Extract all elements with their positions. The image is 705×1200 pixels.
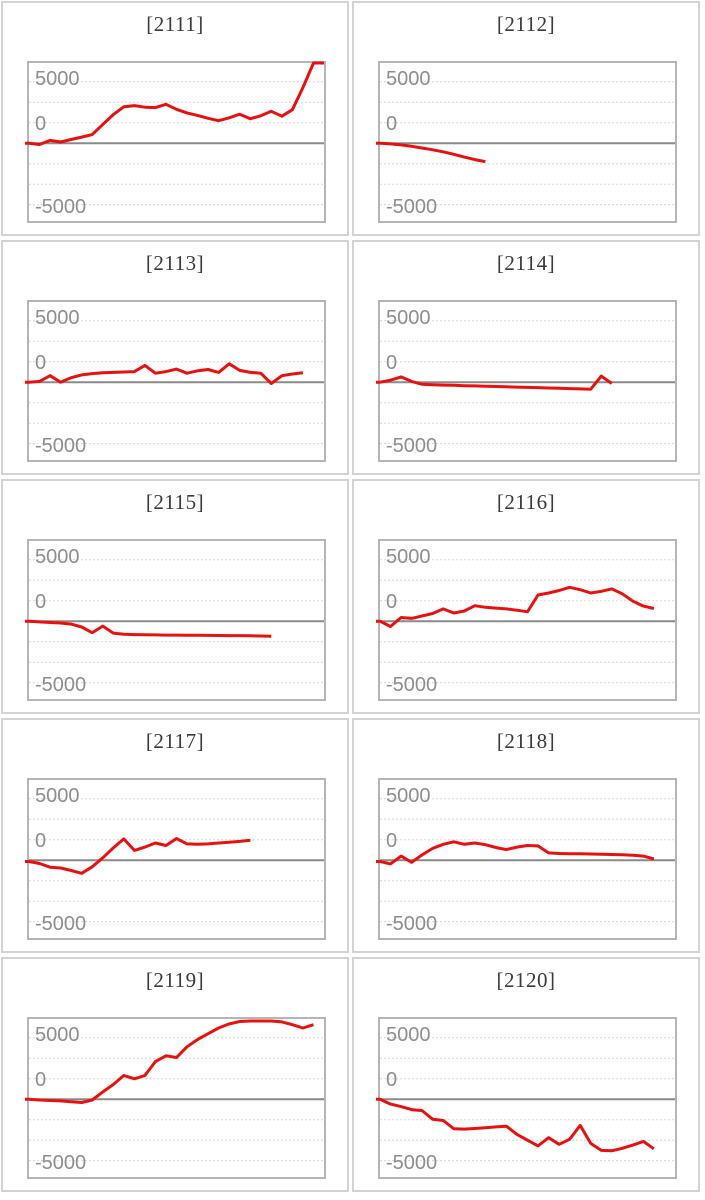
series-line [25,1019,314,1104]
series-line [376,585,655,628]
series-line [25,61,324,146]
chart-title: [2113] [145,251,205,275]
chart-card: [2117] 5000 0 -5000 [1,718,349,953]
y-axis-label-5000: 5000 [386,546,431,568]
y-axis-label-5000: 5000 [35,307,80,329]
chart-card: [2112] 5000 0 -5000 [352,1,700,236]
y-axis-label-0: 0 [386,591,398,613]
chart-card: [2115] 5000 0 -5000 [1,479,349,714]
chart-plot: 5000 0 -5000 [376,1017,677,1179]
chart-title: [2120] [496,968,556,992]
chart-title: [2115] [145,490,205,514]
chart-card: [2114] 5000 0 -5000 [352,240,700,475]
series-line [376,141,486,164]
chart-plot: 5000 0 -5000 [25,1017,326,1179]
chart-title: [2116] [496,490,556,514]
y-axis-label-0: 0 [35,113,47,135]
y-axis-label-5000: 5000 [35,546,80,568]
chart-plot: 5000 0 -5000 [25,539,326,701]
series-line [376,840,655,866]
y-axis-label-5000: 5000 [386,68,431,90]
series-line [25,837,251,875]
chart-plot: 5000 0 -5000 [376,61,677,223]
chart-card: [2111] 5000 0 -5000 [1,1,349,236]
y-axis-label-5000: 5000 [35,785,80,807]
series-line [25,619,272,638]
chart-canvas [376,1037,675,1162]
chart-plot: 5000 0 -5000 [376,778,677,940]
y-axis-label-0: 0 [35,352,47,374]
y-axis-label-minus-5000: -5000 [386,913,438,935]
chart-card: [2118] 5000 0 -5000 [352,718,700,953]
chart-title: [2112] [496,12,556,36]
chart-plot: 5000 0 -5000 [25,778,326,940]
y-axis-label-0: 0 [35,830,47,852]
y-axis-label-5000: 5000 [386,1024,431,1046]
y-axis-label-0: 0 [386,830,398,852]
chart-canvas [376,798,675,923]
y-axis-label-0: 0 [35,1069,47,1091]
y-axis-label-minus-5000: -5000 [35,196,87,218]
y-axis-label-minus-5000: -5000 [386,674,438,696]
chart-title: [2118] [496,729,556,753]
chart-canvas [25,559,324,684]
y-axis-label-minus-5000: -5000 [386,1152,438,1174]
chart-title: [2111] [146,12,204,36]
chart-canvas [25,320,324,445]
chart-plot: 5000 0 -5000 [25,300,326,462]
y-axis-label-5000: 5000 [35,1024,80,1046]
chart-title: [2117] [145,729,205,753]
chart-plot: 5000 0 -5000 [376,539,677,701]
y-axis-label-minus-5000: -5000 [35,435,87,457]
y-axis-label-5000: 5000 [386,785,431,807]
chart-card: [2119] 5000 0 -5000 [1,957,349,1192]
series-line [376,374,613,391]
y-axis-label-minus-5000: -5000 [386,196,438,218]
y-axis-label-minus-5000: -5000 [35,674,87,696]
chart-canvas [376,559,675,684]
chart-plot: 5000 0 -5000 [25,61,326,223]
chart-canvas [25,798,324,923]
chart-title: [2114] [496,251,556,275]
chart-card: [2113] 5000 0 -5000 [1,240,349,475]
y-axis-label-minus-5000: -5000 [35,1152,87,1174]
chart-canvas [376,320,675,445]
y-axis-label-minus-5000: -5000 [35,913,87,935]
y-axis-label-5000: 5000 [35,68,80,90]
chart-canvas [25,1019,324,1162]
series-line [376,1097,655,1153]
chart-title: [2119] [145,968,205,992]
y-axis-label-minus-5000: -5000 [386,435,438,457]
chart-card: [2116] 5000 0 -5000 [352,479,700,714]
series-line [25,362,304,385]
chart-card: [2120] 5000 0 -5000 [352,957,700,1192]
y-axis-label-0: 0 [386,113,398,135]
y-axis-label-0: 0 [386,1069,398,1091]
chart-canvas [25,61,324,206]
chart-plot: 5000 0 -5000 [376,300,677,462]
y-axis-label-0: 0 [35,591,47,613]
y-axis-label-5000: 5000 [386,307,431,329]
y-axis-label-0: 0 [386,352,398,374]
chart-canvas [376,81,675,206]
